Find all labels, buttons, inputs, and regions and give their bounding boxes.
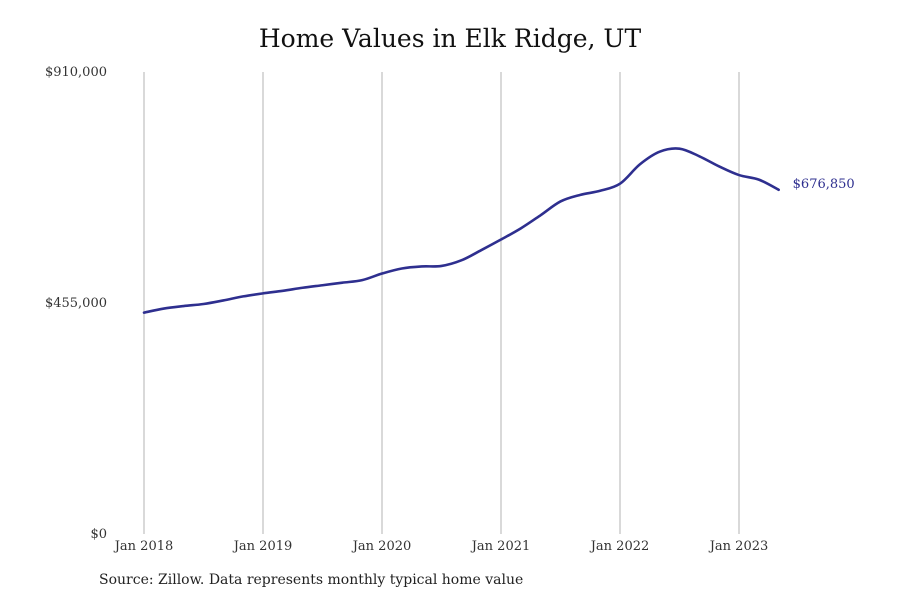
x-tick-label-5: Jan 2023 (708, 539, 769, 554)
x-axis-ticks: Jan 2018 Jan 2019 Jan 2020 Jan 2021 Jan 2022… (113, 539, 769, 554)
chart-title: Home Values in Elk Ridge, UT (258, 24, 642, 53)
x-tick-label-0: Jan 2018 (113, 539, 174, 554)
x-tick-label-3: Jan 2021 (470, 539, 531, 554)
y-axis-ticks: $0 $455,000 $910,000 (45, 65, 107, 542)
gridlines (143, 72, 740, 534)
x-tick-label-4: Jan 2022 (589, 539, 650, 554)
x-tick-label-1: Jan 2019 (232, 539, 293, 554)
source-note: Source: Zillow. Data represents monthly … (99, 572, 524, 588)
series-layer (142, 147, 780, 314)
x-tick-label-2: Jan 2020 (351, 539, 412, 554)
end-value-label: $676,850 (793, 177, 855, 192)
series-line-0 (142, 147, 780, 314)
y-tick-label-1: $455,000 (45, 296, 107, 311)
end-label-layer: $676,850 (793, 177, 855, 192)
y-tick-label-2: $910,000 (45, 65, 107, 80)
y-tick-label-0: $0 (90, 527, 107, 542)
